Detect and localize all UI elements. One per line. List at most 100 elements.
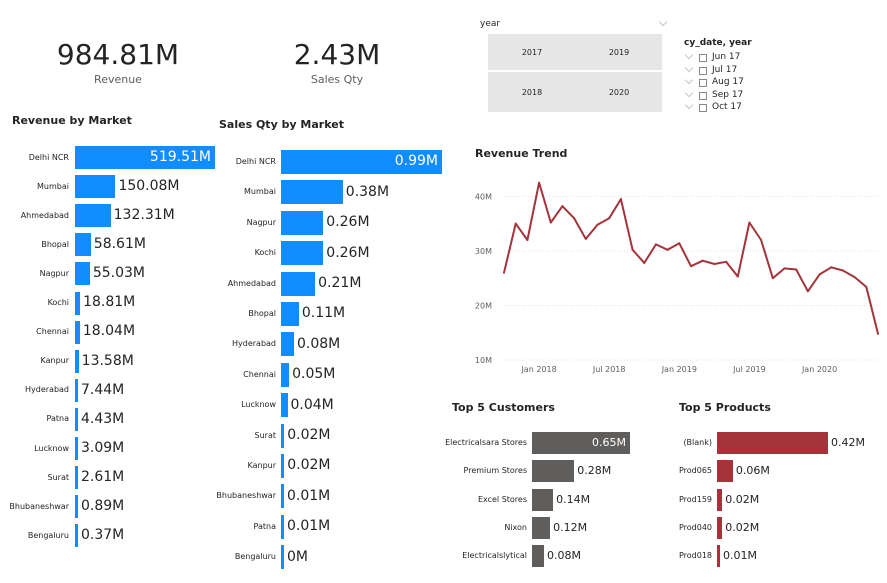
data-point[interactable] [608,217,611,220]
data-point[interactable] [806,290,809,293]
date-option-checkbox[interactable] [699,104,707,112]
data-label: 519.51M [149,148,211,165]
data-point[interactable] [573,217,576,220]
data-point[interactable] [795,268,798,271]
data-point[interactable] [736,275,739,278]
bar[interactable] [532,460,575,483]
year-option-2019[interactable] [576,34,662,70]
bar[interactable] [281,545,284,570]
bar[interactable] [75,378,78,402]
bar[interactable] [717,488,723,511]
date-option-checkbox[interactable] [699,91,707,100]
bar[interactable] [75,320,80,344]
bar[interactable] [75,437,78,460]
category-label: Bhopal [248,309,276,318]
data-point[interactable] [853,276,856,279]
category-label: Patna [253,521,276,531]
date-option-checkbox[interactable] [699,79,707,87]
bar[interactable] [75,466,78,490]
top-products-chart: (Blank) 0.42M Prod065 0.06M Prod159 0.02M Prod… [670,420,885,580]
bar[interactable] [281,271,316,296]
category-label: Lucknow [34,443,69,453]
bar[interactable] [75,204,111,228]
data-point[interactable] [877,332,879,335]
data-point[interactable] [865,285,868,288]
bar[interactable] [532,545,545,568]
data-point[interactable] [690,265,692,268]
data-point[interactable] [514,222,517,225]
data-point[interactable] [526,239,529,241]
expand-chevron-icon[interactable] [684,50,694,60]
year-option-2018[interactable] [488,72,576,112]
data-label: 4.43M [81,410,125,427]
expand-chevron-icon[interactable] [684,63,694,72]
series-line[interactable] [503,181,879,335]
data-point[interactable] [701,259,704,262]
data-point[interactable] [584,237,587,240]
bar[interactable] [717,460,733,483]
data-point[interactable] [713,263,716,265]
year-option-2020[interactable] [576,72,662,112]
data-point[interactable] [760,239,763,241]
expand-chevron-icon[interactable] [684,100,694,110]
bar[interactable] [75,233,91,257]
bar[interactable] [717,516,723,539]
date-option-label: Aug 17 [712,77,744,87]
kpi-card-revenue: 984.81M Revenue [18,38,218,98]
data-label: 0.99M [394,153,438,170]
data-point[interactable] [818,273,821,276]
bar[interactable] [75,291,81,315]
data-point[interactable] [596,223,599,226]
date-option-checkbox[interactable] [699,66,707,75]
data-point[interactable] [549,221,552,224]
year-option-2017[interactable] [488,34,576,70]
data-point[interactable] [678,242,681,245]
bar[interactable] [281,210,324,235]
bar[interactable] [75,262,90,286]
data-point[interactable] [619,198,622,201]
bar[interactable] [75,524,78,548]
bar[interactable] [281,332,294,357]
expand-chevron-icon[interactable] [684,88,694,97]
data-point[interactable] [631,248,634,251]
data-point[interactable] [666,248,669,251]
data-point[interactable] [725,260,728,263]
data-point[interactable] [654,243,657,246]
bar[interactable] [75,495,78,519]
year-slicer: year 2017 2019 2018 2020 [478,16,674,116]
data-point[interactable] [783,267,786,270]
data-point[interactable] [643,261,646,264]
expand-chevron-icon[interactable] [684,75,694,85]
bar[interactable] [281,150,442,174]
data-point[interactable] [841,269,844,272]
date-option-checkbox[interactable] [699,54,707,62]
category-label: Bhubaneshwar [9,501,69,511]
data-point[interactable] [748,221,751,224]
data-point[interactable] [503,271,505,274]
bar[interactable] [532,432,630,454]
bar[interactable] [75,349,79,373]
bar[interactable] [717,432,828,454]
bar[interactable] [75,407,78,431]
category-label: Surat [254,430,276,440]
bar[interactable] [281,362,290,387]
bar[interactable] [281,454,285,478]
data-point[interactable] [538,181,541,184]
bar[interactable] [281,393,288,418]
bar[interactable] [75,175,116,199]
data-point[interactable] [561,205,564,208]
bar[interactable] [532,488,554,511]
bar[interactable] [532,516,551,539]
bar[interactable] [75,146,215,169]
bar[interactable] [281,241,324,266]
category-label: Ahmedabad [227,278,276,288]
chevron-down-icon[interactable] [658,17,668,27]
bar[interactable] [281,514,284,539]
bar[interactable] [281,302,299,326]
bar[interactable] [281,484,284,509]
bar[interactable] [281,423,285,448]
data-point[interactable] [771,277,774,280]
bar[interactable] [717,545,720,568]
data-point[interactable] [830,266,833,269]
bar[interactable] [281,180,343,205]
